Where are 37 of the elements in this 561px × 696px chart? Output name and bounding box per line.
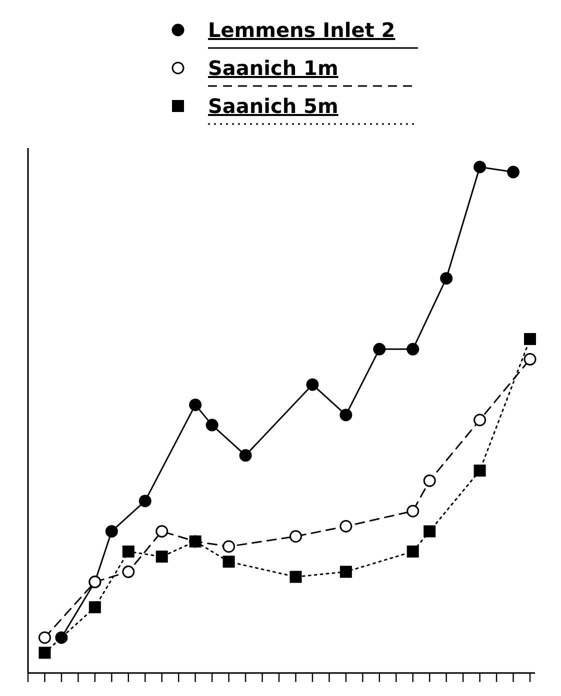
point	[290, 570, 302, 583]
point	[222, 540, 236, 553]
point	[38, 646, 51, 659]
point	[239, 449, 252, 462]
legend-label: Saanich 5m	[208, 94, 338, 118]
point	[524, 333, 536, 346]
point	[424, 525, 436, 538]
point	[340, 566, 352, 578]
point	[406, 504, 420, 518]
point	[156, 525, 168, 538]
point	[289, 530, 302, 543]
point	[340, 520, 352, 533]
point	[122, 546, 134, 558]
point	[222, 556, 235, 568]
point	[406, 546, 419, 558]
point	[340, 408, 352, 422]
point	[38, 631, 51, 644]
point	[189, 398, 202, 412]
point	[423, 474, 436, 487]
point	[122, 566, 135, 578]
point	[524, 353, 536, 366]
point	[406, 342, 420, 356]
point	[105, 525, 118, 538]
point	[306, 378, 319, 391]
point	[474, 160, 486, 174]
point	[55, 631, 68, 644]
point	[373, 342, 386, 356]
point	[507, 166, 520, 178]
point	[156, 550, 168, 563]
point	[440, 272, 453, 285]
point	[474, 414, 486, 426]
point	[474, 464, 486, 477]
point	[206, 418, 218, 432]
legend-label: Lemmens Inlet 2	[208, 18, 396, 42]
point	[138, 494, 152, 508]
point	[88, 601, 101, 614]
legend-label: Saanich 1m	[208, 56, 338, 80]
